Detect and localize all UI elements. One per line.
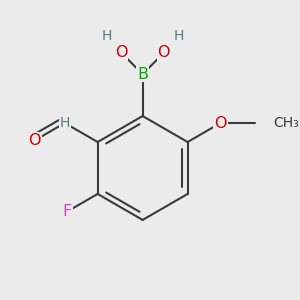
Text: O: O <box>28 133 41 148</box>
Text: CH₃: CH₃ <box>273 116 299 130</box>
Text: O: O <box>115 45 128 60</box>
Text: F: F <box>63 204 72 219</box>
Text: O: O <box>214 116 227 130</box>
Text: O: O <box>158 45 170 60</box>
Text: H: H <box>174 29 184 43</box>
Text: H: H <box>60 116 70 130</box>
Text: B: B <box>137 67 148 82</box>
Text: H: H <box>101 29 112 43</box>
